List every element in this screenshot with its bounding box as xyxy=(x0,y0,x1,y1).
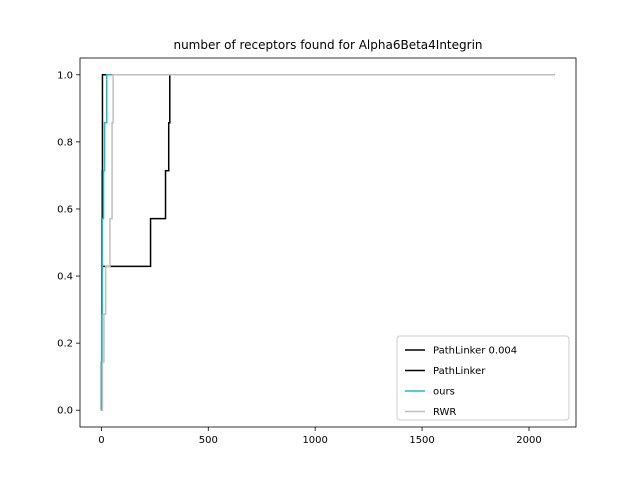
legend: PathLinker 0.004 PathLinker ours RWR xyxy=(396,335,570,421)
series-line-2 xyxy=(101,74,555,411)
y-tick-label: 0.0 xyxy=(57,406,73,417)
x-tick-label: 0 xyxy=(98,435,104,446)
y-tick-label: 1.0 xyxy=(57,70,73,81)
y-tick-label: 0.8 xyxy=(57,137,73,148)
legend-label: ours xyxy=(433,387,455,398)
legend-label: PathLinker 0.004 xyxy=(433,346,517,357)
legend-label: PathLinker xyxy=(433,366,486,377)
y-axis: 0.0 0.2 0.4 0.6 0.8 1.0 xyxy=(57,70,80,417)
legend-box xyxy=(396,335,570,421)
plot-area xyxy=(100,74,555,411)
x-tick-label: 1500 xyxy=(409,435,434,446)
x-tick-label: 2000 xyxy=(516,435,541,446)
legend-label: RWR xyxy=(433,407,456,418)
x-axis: 0 500 1000 1500 2000 xyxy=(98,427,542,446)
axes-frame xyxy=(79,57,577,428)
y-tick-label: 0.6 xyxy=(57,204,73,215)
y-tick-label: 0.4 xyxy=(57,272,73,283)
chart-title: number of receptors found for Alpha6Beta… xyxy=(173,38,482,52)
x-tick-label: 1000 xyxy=(302,435,327,446)
y-tick-label: 0.2 xyxy=(57,339,73,350)
series-line-3 xyxy=(101,74,555,411)
x-tick-label: 500 xyxy=(199,435,218,446)
